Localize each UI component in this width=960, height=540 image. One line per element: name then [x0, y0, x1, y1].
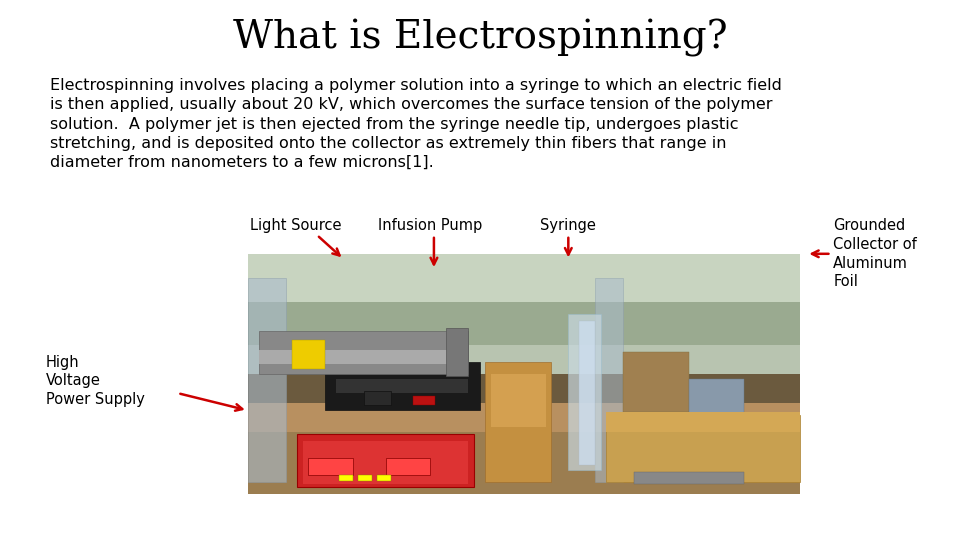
Bar — [413, 396, 436, 405]
Bar — [595, 278, 623, 482]
Bar — [292, 340, 324, 369]
Bar — [623, 352, 689, 413]
Bar — [607, 415, 800, 482]
Text: What is Electrospinning?: What is Electrospinning? — [232, 19, 728, 57]
Bar — [491, 374, 545, 427]
Bar — [689, 379, 745, 422]
Text: High
Voltage
Power Supply: High Voltage Power Supply — [46, 355, 145, 407]
Bar — [248, 278, 286, 482]
Bar — [339, 475, 352, 481]
Bar — [377, 475, 391, 481]
Bar — [567, 314, 601, 470]
Bar — [324, 362, 480, 410]
Bar — [308, 458, 352, 475]
Bar — [336, 379, 468, 393]
Bar — [248, 254, 800, 494]
Bar — [386, 458, 430, 475]
Bar — [634, 472, 744, 484]
Bar — [364, 391, 392, 405]
Bar — [248, 403, 800, 431]
Bar — [298, 434, 474, 487]
Bar — [358, 475, 372, 481]
Bar — [248, 254, 800, 374]
Text: Grounded
Collector of
Aluminum
Foil: Grounded Collector of Aluminum Foil — [833, 218, 917, 289]
Bar — [248, 254, 800, 302]
Bar — [607, 413, 800, 431]
Text: Electrospinning involves placing a polymer solution into a syringe to which an e: Electrospinning involves placing a polym… — [50, 78, 781, 170]
Bar — [485, 362, 551, 482]
Bar — [446, 328, 468, 376]
Bar — [259, 330, 468, 374]
Text: Light Source: Light Source — [250, 218, 342, 233]
Bar — [259, 350, 468, 364]
Bar — [248, 403, 800, 494]
Bar — [248, 278, 800, 345]
Bar — [303, 441, 468, 484]
Text: Syringe: Syringe — [540, 218, 596, 233]
Text: Infusion Pump: Infusion Pump — [378, 218, 482, 233]
Bar — [579, 321, 595, 465]
